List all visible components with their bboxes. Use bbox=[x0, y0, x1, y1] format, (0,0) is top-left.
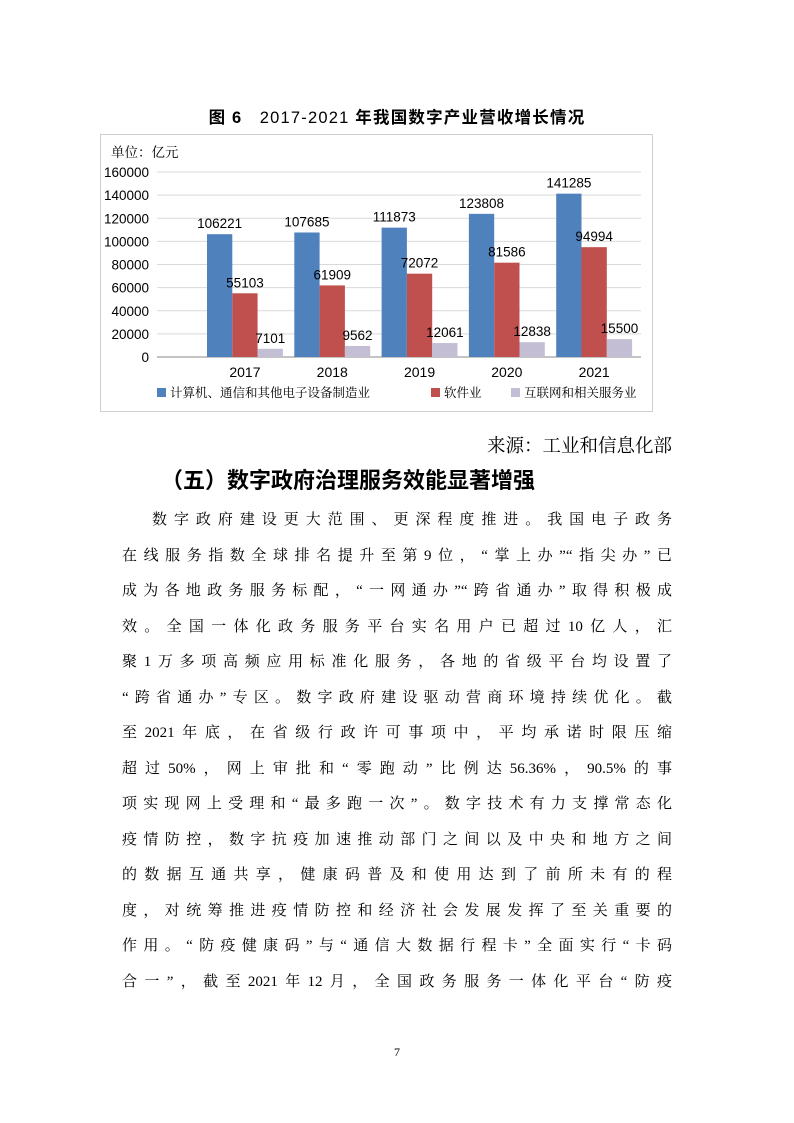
svg-text:互联网和相关服务业: 互联网和相关服务业 bbox=[524, 385, 637, 400]
svg-text:94994: 94994 bbox=[575, 229, 613, 244]
svg-text:15500: 15500 bbox=[601, 321, 639, 336]
svg-text:2018: 2018 bbox=[317, 364, 348, 380]
svg-text:120000: 120000 bbox=[104, 211, 149, 226]
svg-text:140000: 140000 bbox=[104, 188, 149, 203]
svg-text:7101: 7101 bbox=[255, 331, 285, 346]
svg-text:123808: 123808 bbox=[459, 196, 504, 211]
svg-text:2020: 2020 bbox=[491, 364, 522, 380]
svg-text:111873: 111873 bbox=[373, 210, 416, 225]
svg-text:软件业: 软件业 bbox=[444, 385, 482, 400]
svg-text:12061: 12061 bbox=[426, 325, 464, 340]
svg-text:81586: 81586 bbox=[488, 245, 526, 260]
svg-text:72072: 72072 bbox=[401, 256, 439, 271]
svg-text:0: 0 bbox=[141, 350, 149, 365]
svg-text:106221: 106221 bbox=[197, 216, 242, 231]
svg-text:60000: 60000 bbox=[111, 281, 149, 296]
svg-text:80000: 80000 bbox=[111, 258, 149, 273]
svg-text:160000: 160000 bbox=[104, 165, 149, 180]
svg-text:20000: 20000 bbox=[111, 327, 149, 342]
svg-text:55103: 55103 bbox=[226, 275, 264, 290]
svg-text:141285: 141285 bbox=[546, 176, 591, 191]
svg-text:100000: 100000 bbox=[104, 234, 149, 249]
svg-text:2017: 2017 bbox=[229, 364, 260, 380]
svg-text:2021: 2021 bbox=[579, 364, 610, 380]
svg-text:61909: 61909 bbox=[313, 267, 351, 282]
svg-text:40000: 40000 bbox=[111, 304, 149, 319]
svg-text:12838: 12838 bbox=[513, 324, 551, 339]
svg-text:9562: 9562 bbox=[343, 328, 373, 343]
svg-text:107685: 107685 bbox=[284, 214, 329, 229]
svg-text:计算机、通信和其他电子设备制造业: 计算机、通信和其他电子设备制造业 bbox=[170, 385, 371, 400]
svg-text:2019: 2019 bbox=[404, 364, 435, 380]
svg-text:单位：亿元: 单位：亿元 bbox=[111, 145, 179, 160]
